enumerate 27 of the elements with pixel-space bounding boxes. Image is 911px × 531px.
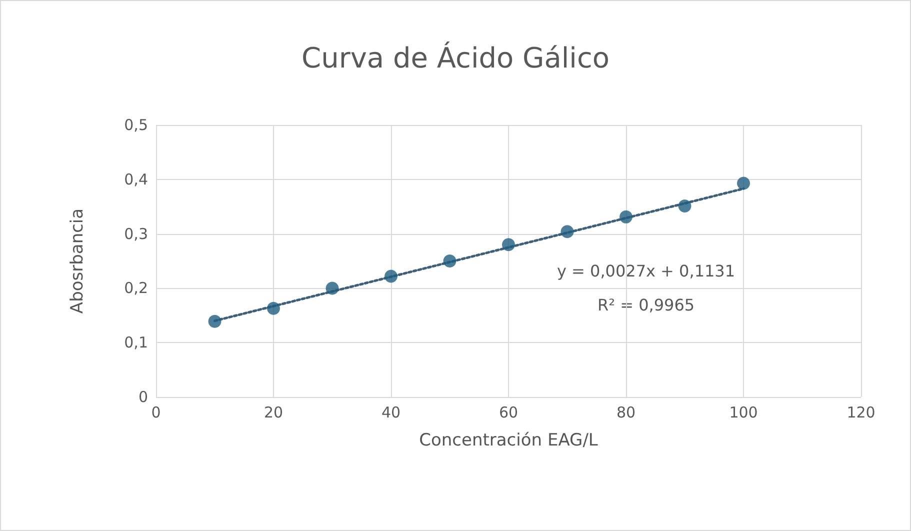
y-tick-label: 0,4 <box>124 170 148 188</box>
x-tick-label: 100 <box>729 404 758 422</box>
y-tick-label: 0,2 <box>124 279 148 298</box>
point <box>502 238 515 252</box>
chart-title: Curva de Ácido Gálico <box>302 42 610 74</box>
point <box>326 282 339 295</box>
y-axis-title: Abosrbancia <box>68 208 88 314</box>
point <box>560 225 574 238</box>
x-tick-label: 40 <box>381 404 401 422</box>
point <box>443 254 456 268</box>
point <box>678 200 692 213</box>
point <box>384 270 398 283</box>
x-axis-title: Concentración EAG/L <box>419 430 598 450</box>
point <box>737 176 750 190</box>
y-tick-label: 0,1 <box>124 334 148 352</box>
x-tick-label: 0 <box>151 404 161 422</box>
point <box>208 314 222 328</box>
y-tick-label: 0,5 <box>124 116 148 134</box>
point <box>620 210 632 224</box>
x-tick-label: 60 <box>498 404 518 422</box>
x-tick-label: 20 <box>264 404 284 422</box>
x-tick-label: 120 <box>846 404 876 422</box>
x-tick-label: 80 <box>616 404 636 422</box>
annotation: y = 0,0027x + 0,1131 <box>556 262 736 280</box>
y-tick-label: 0 <box>138 388 148 406</box>
point <box>267 302 280 315</box>
y-tick-label: 0,3 <box>124 224 148 243</box>
